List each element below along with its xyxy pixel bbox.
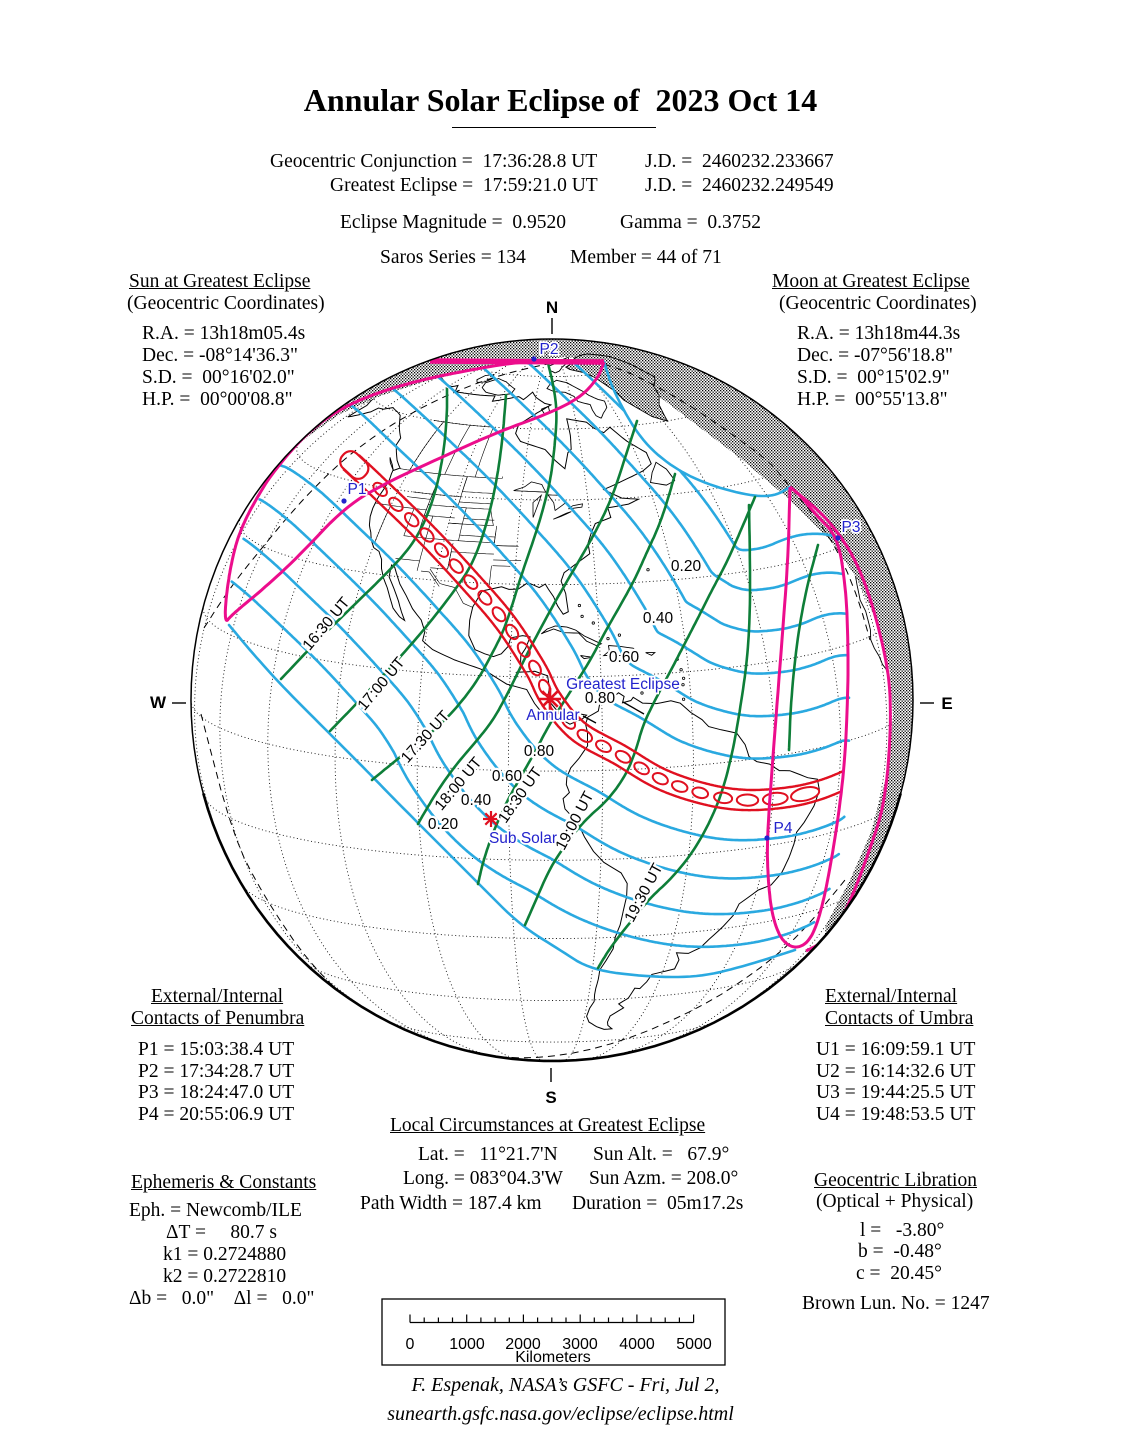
- svg-text:4000: 4000: [619, 1336, 655, 1353]
- svg-text:N: N: [546, 298, 558, 317]
- svg-text:0.20: 0.20: [428, 816, 459, 833]
- svg-text:P3: P3: [842, 519, 861, 536]
- svg-text:0.60: 0.60: [492, 768, 523, 785]
- svg-text:0.20: 0.20: [671, 558, 702, 575]
- svg-text:0.80: 0.80: [524, 743, 555, 760]
- svg-text:17:00 UT: 17:00 UT: [355, 654, 409, 714]
- svg-text:16:30 UT: 16:30 UT: [300, 594, 354, 654]
- svg-text:Greatest Eclipse: Greatest Eclipse: [566, 676, 680, 693]
- svg-text:0.20: 0.20: [671, 558, 702, 575]
- svg-text:0.80: 0.80: [524, 743, 555, 760]
- svg-text:19:30 UT: 19:30 UT: [622, 860, 667, 925]
- svg-text:Sub Solar: Sub Solar: [489, 830, 557, 847]
- svg-text:1000: 1000: [449, 1336, 485, 1353]
- svg-text:19:00 UT: 19:00 UT: [553, 788, 598, 853]
- svg-text:Sub Solar: Sub Solar: [489, 830, 557, 847]
- svg-text:Annular: Annular: [526, 707, 579, 724]
- svg-text:P2: P2: [540, 341, 559, 358]
- svg-text:0.60: 0.60: [609, 649, 640, 666]
- svg-text:Greatest Eclipse: Greatest Eclipse: [566, 676, 680, 693]
- svg-text:0.60: 0.60: [492, 768, 523, 785]
- svg-text:0.60: 0.60: [609, 649, 640, 666]
- svg-text:0.40: 0.40: [461, 792, 492, 809]
- svg-text:3000: 3000: [562, 1336, 598, 1353]
- svg-text:Annular: Annular: [526, 707, 579, 724]
- svg-text:P3: P3: [842, 519, 861, 536]
- svg-text:2000: 2000: [505, 1336, 541, 1353]
- svg-text:P4: P4: [774, 820, 793, 837]
- svg-text:P4: P4: [774, 820, 793, 837]
- svg-text:E: E: [941, 694, 952, 713]
- svg-text:0.40: 0.40: [643, 610, 674, 627]
- svg-text:0.40: 0.40: [643, 610, 674, 627]
- svg-text:Kilometers: Kilometers: [515, 1349, 591, 1366]
- svg-text:0: 0: [406, 1336, 415, 1353]
- svg-text:P1: P1: [348, 481, 367, 498]
- svg-text:0.80: 0.80: [585, 690, 616, 707]
- svg-text:P2: P2: [540, 341, 559, 358]
- svg-text:0.80: 0.80: [585, 690, 616, 707]
- svg-text:S: S: [545, 1088, 556, 1107]
- svg-text:0.20: 0.20: [428, 816, 459, 833]
- svg-text:17:30 UT: 17:30 UT: [398, 707, 454, 766]
- svg-text:5000: 5000: [676, 1336, 712, 1353]
- svg-text:W: W: [150, 693, 167, 712]
- svg-text:P1: P1: [348, 481, 367, 498]
- svg-text:0.40: 0.40: [461, 792, 492, 809]
